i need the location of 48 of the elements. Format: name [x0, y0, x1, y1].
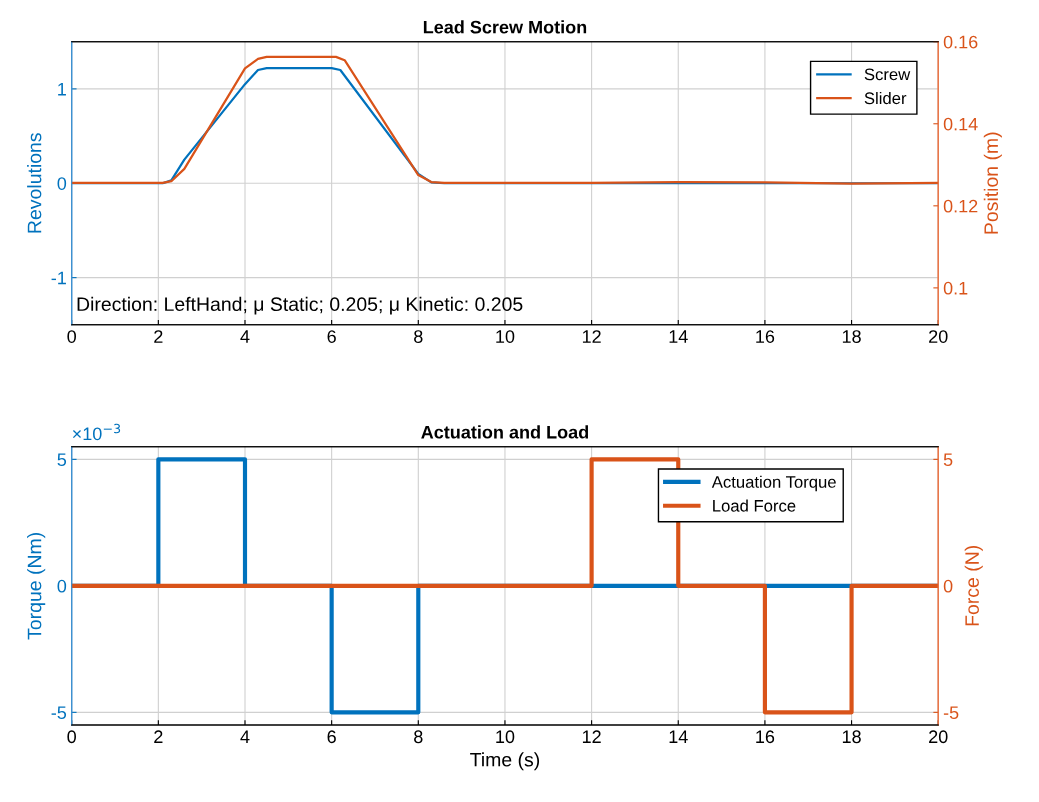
- y2-axis-title: Position (m): [983, 132, 1002, 234]
- y-tick-label: 0: [57, 579, 67, 593]
- legend-label: Slider: [864, 91, 907, 105]
- y-tick-label: 1: [58, 83, 66, 96]
- x-tick-label: 2: [154, 330, 163, 343]
- chart-title: Actuation and Load: [421, 425, 589, 439]
- x-tick-label: 14: [669, 330, 688, 343]
- x-tick-label: 8: [414, 330, 423, 343]
- x-tick-label: 6: [327, 730, 336, 744]
- legend-label: Screw: [864, 68, 911, 81]
- annotation: Direction: LeftHand; μ Static; 0.205; μ Kinetic: 0.205: [77, 296, 523, 315]
- x-tick-label: 20: [929, 330, 948, 343]
- x-axis-title: Time (s): [470, 752, 540, 771]
- y-tick-label: 5: [57, 453, 67, 467]
- x-tick-label: 10: [496, 330, 515, 343]
- x-tick-label: 18: [842, 330, 861, 343]
- y2-tick-label: -5: [943, 706, 959, 720]
- x-tick-label: 4: [240, 730, 250, 743]
- x-tick-label: 18: [842, 730, 861, 744]
- x-tick-label: 0: [67, 730, 77, 744]
- legend-label: Actuation Torque: [711, 475, 836, 492]
- y-axis-title: Torque (Nm): [27, 533, 46, 640]
- y-tick-label: -5: [51, 706, 67, 720]
- y2-tick-label: 0.14: [943, 117, 978, 131]
- chart-title: Lead Screw Motion: [423, 20, 587, 34]
- x-tick-label: 10: [496, 730, 515, 744]
- x-tick-label: 0: [67, 330, 77, 343]
- y2-axis-title: Force (N): [964, 546, 983, 626]
- x-tick-label: 6: [327, 330, 336, 343]
- text: ×10$^{−3}$: [72, 423, 121, 441]
- x-tick-label: 12: [582, 330, 601, 343]
- legend-label: Load Force: [713, 499, 796, 512]
- y-tick-label: 0: [57, 177, 67, 190]
- x-tick-label: 2: [154, 730, 163, 743]
- x-tick-label: 12: [582, 730, 601, 743]
- y2-tick-label: 0.16: [943, 35, 978, 49]
- x-tick-label: 16: [756, 330, 775, 343]
- x-tick-label: 16: [756, 730, 775, 744]
- y2-tick-label: 5: [943, 453, 953, 467]
- y-tick-label: -1: [51, 271, 66, 285]
- y2-tick-label: 0.12: [943, 199, 978, 213]
- y2-tick-label: 0: [943, 579, 953, 593]
- y2-tick-label: 0.1: [943, 281, 968, 295]
- x-tick-label: 8: [414, 730, 423, 744]
- y-axis-title: Revolutions: [27, 133, 42, 233]
- x-tick-label: 14: [669, 730, 688, 743]
- x-tick-label: 4: [240, 330, 250, 343]
- x-tick-label: 20: [929, 730, 948, 744]
